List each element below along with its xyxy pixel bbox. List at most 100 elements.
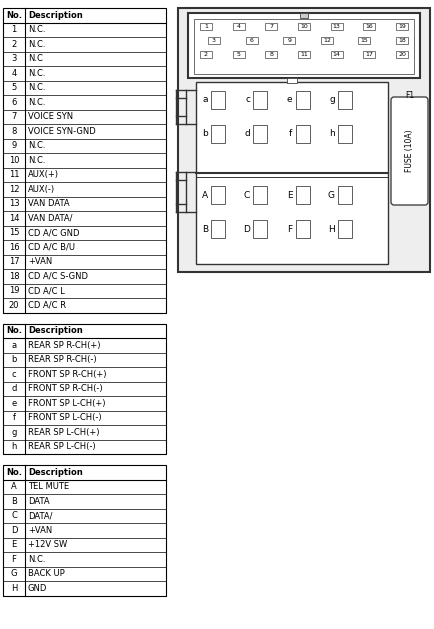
Bar: [338, 91, 352, 109]
Text: VAN DATA: VAN DATA: [28, 199, 69, 208]
Bar: [296, 220, 309, 238]
Bar: [188, 13, 420, 78]
Text: N.C.: N.C.: [28, 25, 46, 34]
Text: N.C.: N.C.: [28, 97, 46, 107]
Text: 16: 16: [365, 24, 373, 29]
Text: 8: 8: [270, 52, 273, 57]
Text: REAR SP R-CH(-): REAR SP R-CH(-): [28, 355, 97, 364]
Bar: [331, 23, 343, 30]
Text: H: H: [11, 584, 17, 593]
Text: 5: 5: [237, 52, 240, 57]
Bar: [265, 23, 277, 30]
Text: e: e: [11, 399, 16, 408]
Text: +12V SW: +12V SW: [28, 540, 67, 549]
Bar: [396, 23, 408, 30]
Text: 14: 14: [333, 52, 341, 57]
Text: b: b: [11, 355, 16, 364]
Text: e: e: [287, 96, 293, 104]
Text: AUX(+): AUX(+): [28, 170, 59, 179]
Bar: [396, 37, 408, 44]
Text: REAR SP L-CH(-): REAR SP L-CH(-): [28, 442, 95, 451]
Text: FRONT SP R-CH(+): FRONT SP R-CH(+): [28, 370, 106, 379]
Text: B: B: [11, 497, 17, 506]
Text: h: h: [11, 442, 16, 451]
Text: 18: 18: [9, 272, 19, 281]
Bar: [338, 220, 352, 238]
Bar: [363, 51, 375, 58]
Text: DATA/: DATA/: [28, 511, 53, 520]
Text: D: D: [243, 225, 250, 233]
Bar: [246, 37, 258, 44]
Text: a: a: [11, 341, 16, 350]
Text: 1: 1: [204, 24, 208, 29]
Text: FUSE (10A): FUSE (10A): [405, 130, 414, 172]
Bar: [253, 220, 267, 238]
Text: 2: 2: [204, 52, 208, 57]
Text: CD A/C B/U: CD A/C B/U: [28, 243, 75, 252]
Text: d: d: [11, 384, 16, 393]
Text: 2: 2: [11, 40, 16, 49]
Bar: [358, 37, 370, 44]
Text: 3: 3: [212, 38, 216, 43]
Text: BACK UP: BACK UP: [28, 569, 65, 578]
Bar: [298, 23, 310, 30]
Text: d: d: [244, 130, 250, 138]
Text: 14: 14: [9, 214, 19, 223]
Text: 3: 3: [11, 54, 16, 64]
Bar: [178, 8, 430, 272]
Text: 10: 10: [300, 24, 308, 29]
Text: 15: 15: [361, 38, 368, 43]
Text: 6: 6: [250, 38, 253, 43]
Bar: [265, 51, 277, 58]
Text: +VAN: +VAN: [28, 526, 52, 535]
Bar: [253, 125, 267, 143]
Bar: [283, 37, 295, 44]
Text: FRONT SP L-CH(+): FRONT SP L-CH(+): [28, 399, 105, 408]
Text: H: H: [328, 225, 335, 233]
Text: VOICE SYN: VOICE SYN: [28, 112, 73, 121]
Text: f: f: [13, 413, 16, 422]
Text: 4: 4: [11, 69, 16, 78]
Text: 19: 19: [398, 24, 406, 29]
Text: c: c: [245, 96, 250, 104]
Text: No.: No.: [6, 468, 22, 477]
Text: 9: 9: [11, 142, 16, 150]
Text: F: F: [287, 225, 293, 233]
Text: E: E: [11, 540, 16, 549]
Bar: [211, 91, 225, 109]
Text: h: h: [329, 130, 335, 138]
Text: N.C.: N.C.: [28, 555, 46, 564]
Bar: [363, 23, 375, 30]
Bar: [287, 78, 297, 83]
Text: AUX(-): AUX(-): [28, 185, 55, 194]
Text: 12: 12: [9, 185, 19, 194]
Text: 1: 1: [11, 25, 16, 34]
Text: F: F: [12, 555, 16, 564]
Text: DATA: DATA: [28, 497, 49, 506]
Bar: [396, 51, 408, 58]
Text: VOICE SYN-GND: VOICE SYN-GND: [28, 127, 96, 136]
Bar: [296, 125, 309, 143]
Text: CD A/C S-GND: CD A/C S-GND: [28, 272, 88, 281]
Text: REAR SP L-CH(+): REAR SP L-CH(+): [28, 428, 99, 437]
Bar: [211, 125, 225, 143]
Bar: [194, 19, 414, 74]
Bar: [253, 186, 267, 204]
Text: 15: 15: [9, 228, 19, 237]
Text: 13: 13: [9, 199, 19, 208]
Bar: [3, 465, 166, 596]
Bar: [298, 51, 310, 58]
Bar: [200, 23, 212, 30]
Text: g: g: [11, 428, 16, 437]
Bar: [338, 186, 352, 204]
Text: B: B: [202, 225, 208, 233]
Text: 7: 7: [270, 24, 273, 29]
Text: VAN DATA/: VAN DATA/: [28, 214, 72, 223]
Text: F1: F1: [405, 91, 414, 99]
Text: 17: 17: [9, 257, 19, 266]
Text: 11: 11: [300, 52, 308, 57]
Text: 10: 10: [9, 156, 19, 165]
Text: No.: No.: [6, 326, 22, 335]
Bar: [331, 51, 343, 58]
Text: E: E: [287, 191, 293, 199]
